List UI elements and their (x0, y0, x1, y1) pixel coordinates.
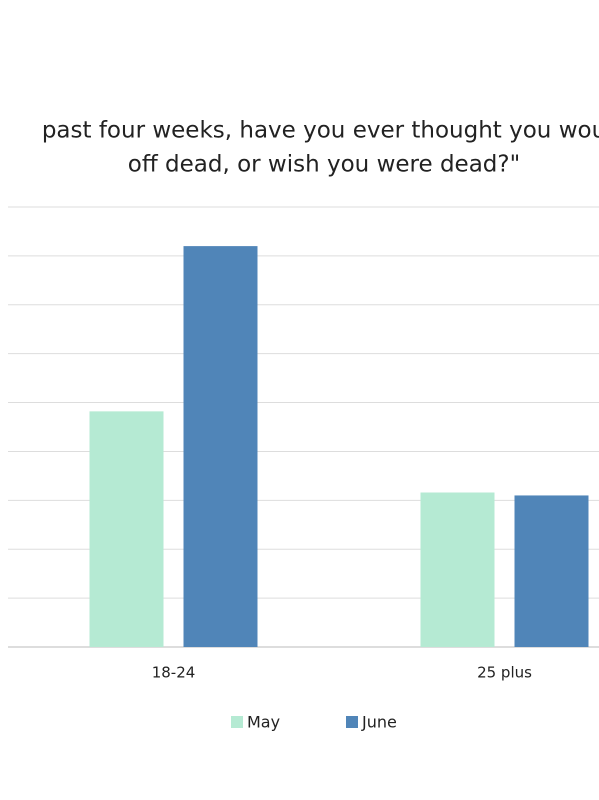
bar (514, 495, 589, 647)
chart-title: past four weeks, have you ever thought y… (42, 118, 599, 144)
legend-swatch (346, 716, 358, 728)
legend-label: June (361, 713, 397, 732)
x-tick-label: 18-24 (152, 664, 196, 682)
chart-title: off dead, or wish you were dead?" (128, 152, 520, 178)
bar (183, 246, 258, 647)
x-tick-label: 25 plus (477, 664, 532, 682)
bar (420, 492, 495, 647)
legend-label: May (247, 713, 280, 732)
bar (89, 411, 164, 647)
legend-swatch (231, 716, 243, 728)
